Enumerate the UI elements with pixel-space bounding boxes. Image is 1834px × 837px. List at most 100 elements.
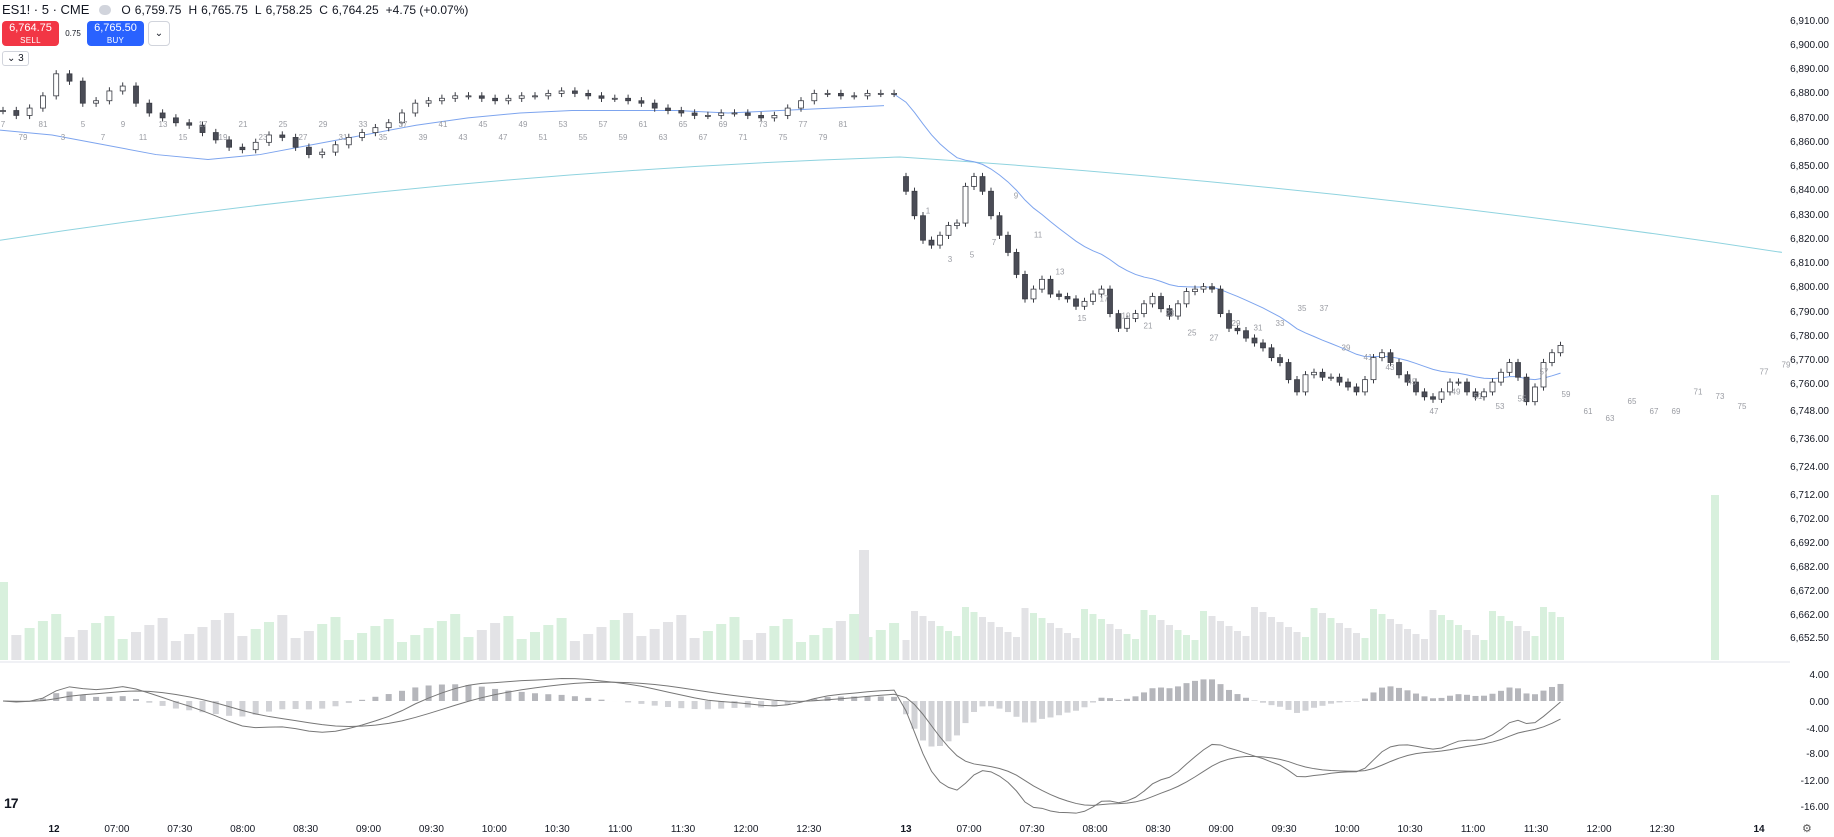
time-axis-label: 09:00 bbox=[1208, 824, 1233, 835]
volume-bar bbox=[936, 626, 944, 660]
bar-count-label: 75 bbox=[1738, 402, 1747, 411]
candle-body bbox=[79, 80, 86, 104]
price-axis-label: 6,770.00 bbox=[1790, 355, 1829, 366]
candle-body bbox=[172, 117, 179, 124]
candle-body bbox=[718, 112, 725, 116]
bar-count-label: 57 bbox=[599, 120, 608, 129]
candle-body bbox=[1226, 313, 1232, 329]
volume-bar bbox=[1064, 633, 1071, 660]
macd-axis-label: -8.00 bbox=[1806, 749, 1829, 760]
tradingview-logo[interactable]: 17 bbox=[4, 795, 19, 811]
volume-bar bbox=[859, 550, 869, 660]
candle-body bbox=[1107, 288, 1113, 314]
volume-bar bbox=[1480, 640, 1488, 660]
volume-bar bbox=[1081, 609, 1088, 660]
macd-histogram-bar bbox=[691, 701, 698, 710]
price-axis-label: 6,880.00 bbox=[1790, 88, 1829, 99]
bar-count-label: 41 bbox=[1364, 353, 1373, 362]
bar-count-label: 55 bbox=[1518, 395, 1527, 404]
volume-bar bbox=[530, 632, 540, 660]
price-axis-label: 6,748.00 bbox=[1790, 406, 1829, 417]
macd-histogram-bar bbox=[332, 701, 339, 707]
bar-count-label: 47 bbox=[499, 133, 508, 142]
volume-bar bbox=[1021, 608, 1029, 660]
ma-slow bbox=[0, 156, 1783, 253]
macd-histogram-bar bbox=[385, 694, 392, 701]
macd-histogram-bar bbox=[744, 701, 751, 708]
volume-bar bbox=[1200, 611, 1207, 660]
bar-count-label: 43 bbox=[1386, 363, 1395, 372]
candle-body bbox=[319, 151, 326, 155]
volume-bar bbox=[24, 628, 35, 660]
volume-bar bbox=[1038, 618, 1046, 660]
macd-histogram-bar bbox=[532, 693, 538, 701]
price-axis-label: 6,780.00 bbox=[1790, 331, 1829, 342]
volume-bar bbox=[782, 619, 793, 660]
volume-bar bbox=[1225, 626, 1233, 660]
candle-body bbox=[1030, 288, 1037, 300]
volume-bar bbox=[357, 633, 368, 660]
indicators-toggle[interactable]: ⌄ 3 bbox=[2, 51, 29, 66]
order-dropdown-button[interactable]: ⌄ bbox=[148, 21, 170, 46]
bar-count-label: 67 bbox=[1650, 407, 1659, 416]
volume-bar bbox=[436, 621, 447, 660]
low-value: 6,758.25 bbox=[265, 2, 313, 17]
candle-body bbox=[1141, 303, 1147, 314]
candle-body bbox=[1353, 386, 1360, 393]
macd-histogram-bar bbox=[1489, 693, 1496, 701]
time-axis-label: 07:00 bbox=[104, 824, 129, 835]
trade-panel: 6,764.75 SELL 0.75 6,765.50 BUY ⌄ bbox=[2, 21, 170, 46]
macd-histogram-bar bbox=[1158, 687, 1164, 701]
price-axis-label: 6,724.00 bbox=[1790, 462, 1829, 473]
buy-button[interactable]: 6,765.50 BUY bbox=[87, 21, 144, 46]
time-axis-label: 08:00 bbox=[1082, 824, 1107, 835]
volume-bar bbox=[1557, 617, 1564, 660]
sell-button[interactable]: 6,764.75 SELL bbox=[2, 21, 59, 46]
ma-slow-line bbox=[0, 156, 1783, 253]
volume-bar bbox=[184, 634, 195, 660]
bar-count-label: 59 bbox=[619, 133, 628, 142]
volume-bar bbox=[962, 607, 969, 660]
candle-body bbox=[1336, 376, 1343, 383]
volume-bar bbox=[1149, 615, 1156, 660]
macd-histogram-bar bbox=[452, 684, 459, 701]
macd-histogram-bar bbox=[1149, 688, 1156, 701]
volume-bar bbox=[1140, 610, 1148, 660]
macd-histogram-bar bbox=[718, 701, 725, 709]
volume-bar bbox=[330, 617, 341, 660]
macd-histogram-bar bbox=[704, 701, 711, 710]
candle-body bbox=[691, 112, 698, 116]
candle-body bbox=[971, 176, 977, 187]
volume-bar bbox=[1446, 620, 1454, 660]
candle-body bbox=[979, 176, 986, 192]
volume-bar bbox=[503, 616, 514, 660]
open-value: 6,759.75 bbox=[134, 2, 182, 17]
volume-bar bbox=[1395, 624, 1403, 660]
price-axis-label: 6,840.00 bbox=[1790, 185, 1829, 196]
symbol-title[interactable]: ES1! · 5 · CME bbox=[2, 2, 90, 17]
volume-bar bbox=[1353, 633, 1360, 660]
time-axis-label: 08:30 bbox=[293, 824, 318, 835]
time-axis-label: 08:00 bbox=[230, 824, 255, 835]
volume-bar bbox=[476, 630, 487, 660]
volume-bar bbox=[64, 637, 75, 660]
macd-histogram-bar bbox=[598, 699, 605, 701]
volume-bar bbox=[1523, 631, 1530, 660]
candle-body bbox=[133, 85, 139, 104]
macd-histogram-bar bbox=[53, 693, 60, 701]
bar-count-label: 75 bbox=[779, 133, 788, 142]
ma-fast-line bbox=[0, 92, 1561, 381]
volume-bar bbox=[849, 614, 860, 660]
price-axis-label: 6,860.00 bbox=[1790, 137, 1829, 148]
macd-histogram-bar bbox=[39, 698, 46, 701]
macd-histogram-bar bbox=[226, 701, 233, 716]
candle-body bbox=[731, 112, 738, 115]
candle-body bbox=[954, 222, 960, 226]
candle-body bbox=[1396, 362, 1402, 376]
gear-icon[interactable]: ⚙ bbox=[1802, 823, 1812, 835]
volume-bar bbox=[237, 636, 248, 660]
market-status-icon[interactable] bbox=[99, 4, 112, 15]
bar-count-label: 19 bbox=[1122, 311, 1131, 320]
volume-bar bbox=[423, 628, 434, 660]
